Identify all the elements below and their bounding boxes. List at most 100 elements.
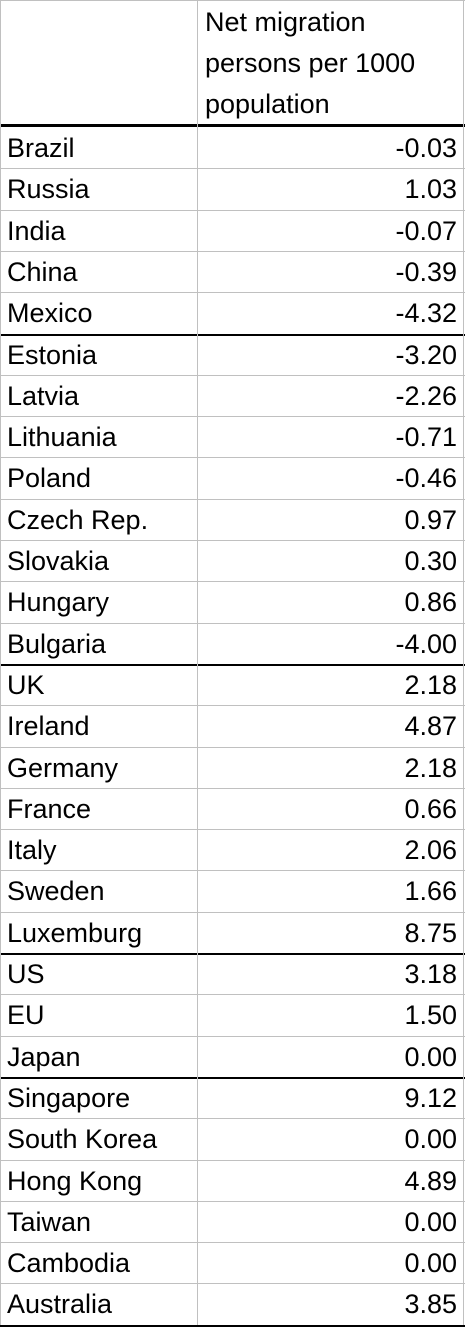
country-cell[interactable]: Latvia <box>7 380 80 411</box>
country-cell[interactable]: Sweden <box>7 876 105 907</box>
table-row[interactable]: Ireland 4.87 <box>0 706 465 747</box>
table-row[interactable]: France 0.66 <box>0 789 465 830</box>
table-row[interactable]: Singapore 9.12 <box>0 1078 465 1119</box>
table-row[interactable]: Lithuania -0.71 <box>0 417 465 458</box>
table-row[interactable]: Poland -0.46 <box>0 458 465 499</box>
country-cell[interactable]: Hungary <box>7 587 110 618</box>
net-migration-cell[interactable]: -3.20 <box>395 339 457 370</box>
country-cell[interactable]: Taiwan <box>7 1206 92 1237</box>
country-cell[interactable]: Luxemburg <box>7 917 143 948</box>
country-cell[interactable]: EU <box>7 1000 45 1031</box>
country-cell[interactable]: Hong Kong <box>7 1165 143 1196</box>
net-migration-cell[interactable]: 0.00 <box>404 1248 457 1279</box>
row-gridline <box>0 870 465 872</box>
row-gridline <box>0 911 465 913</box>
net-migration-cell[interactable]: 3.85 <box>404 1289 457 1320</box>
grid-column-divider <box>197 0 198 1325</box>
net-migration-cell[interactable]: -4.32 <box>395 298 457 329</box>
country-cell[interactable]: Brazil <box>7 133 75 163</box>
row-gridline <box>0 292 465 294</box>
country-cell[interactable]: Ireland <box>7 711 90 742</box>
country-cell[interactable]: Singapore <box>7 1082 131 1113</box>
country-cell[interactable]: Czech Rep. <box>7 504 149 535</box>
net-migration-cell[interactable]: 2.18 <box>404 752 457 783</box>
table-row[interactable]: Russia 1.03 <box>0 169 465 210</box>
country-cell[interactable]: Slovakia <box>7 546 110 576</box>
net-migration-cell[interactable]: 2.06 <box>404 835 457 866</box>
country-cell[interactable]: Estonia <box>7 339 98 370</box>
row-gridline <box>0 498 465 500</box>
country-cell[interactable]: China <box>7 256 78 287</box>
country-cell[interactable]: Poland <box>7 463 92 494</box>
row-gridline <box>0 540 465 541</box>
net-migration-cell[interactable]: 1.66 <box>404 876 457 907</box>
country-cell[interactable]: Germany <box>7 752 119 783</box>
table-row[interactable]: Czech Rep. 0.97 <box>0 500 465 541</box>
row-gridline <box>0 1159 465 1161</box>
net-migration-cell[interactable]: 2.18 <box>404 669 457 700</box>
net-migration-cell[interactable]: -0.71 <box>395 422 457 453</box>
table-row[interactable]: Taiwan 0.00 <box>0 1202 465 1243</box>
table-row[interactable]: Australia 3.85 <box>0 1284 465 1325</box>
net-migration-cell[interactable]: 3.18 <box>404 959 457 989</box>
country-cell[interactable]: US <box>7 959 45 989</box>
net-migration-cell[interactable]: -0.07 <box>395 215 457 246</box>
country-cell[interactable]: Cambodia <box>7 1248 131 1279</box>
country-cell[interactable]: Bulgaria <box>7 628 107 659</box>
table-row[interactable]: Japan 0.00 <box>0 1037 465 1078</box>
country-cell[interactable]: Japan <box>7 1041 81 1072</box>
net-migration-cell[interactable]: -4.00 <box>395 628 457 659</box>
net-migration-cell[interactable]: 0.00 <box>404 1124 457 1155</box>
net-migration-cell[interactable]: 0.00 <box>404 1206 457 1237</box>
country-cell[interactable]: India <box>7 215 66 246</box>
net-migration-cell[interactable]: 1.50 <box>404 1000 457 1031</box>
country-cell[interactable]: Mexico <box>7 298 93 329</box>
table-row[interactable]: Slovakia 0.30 <box>0 541 465 582</box>
table-row[interactable]: Sweden 1.66 <box>0 871 465 912</box>
table-row[interactable]: Brazil -0.03 <box>0 128 465 169</box>
net-migration-cell[interactable]: 0.30 <box>404 546 457 576</box>
country-cell[interactable]: Russia <box>7 174 90 205</box>
net-migration-cell[interactable]: 4.87 <box>404 711 457 742</box>
table-row[interactable]: Cambodia 0.00 <box>0 1243 465 1284</box>
net-migration-cell[interactable]: 9.12 <box>404 1082 457 1113</box>
table-row[interactable]: Hungary 0.86 <box>0 582 465 623</box>
table-row[interactable]: India -0.07 <box>0 211 465 252</box>
net-migration-cell[interactable]: -0.39 <box>395 256 457 287</box>
net-migration-cell[interactable]: 0.86 <box>404 587 457 618</box>
table-row[interactable]: Latvia -2.26 <box>0 376 465 417</box>
table-row[interactable]: Bulgaria -4.00 <box>0 624 465 665</box>
country-cell[interactable]: France <box>7 793 92 824</box>
net-migration-cell[interactable]: -0.03 <box>395 133 457 163</box>
table-row[interactable]: Estonia -3.20 <box>0 335 465 376</box>
country-cell[interactable]: South Korea <box>7 1124 158 1155</box>
table-row[interactable]: Hong Kong 4.89 <box>0 1161 465 1202</box>
table-row[interactable]: Luxemburg 8.75 <box>0 913 465 954</box>
table-row[interactable]: Mexico -4.32 <box>0 293 465 334</box>
table-row[interactable]: EU 1.50 <box>0 995 465 1036</box>
table-row[interactable]: South Korea 0.00 <box>0 1119 465 1160</box>
net-migration-cell[interactable]: -0.46 <box>395 463 457 494</box>
net-migration-cell[interactable]: 0.97 <box>404 504 457 535</box>
table-row[interactable]: US 3.18 <box>0 954 465 995</box>
row-gridline <box>0 168 465 170</box>
country-cell[interactable]: Australia <box>7 1289 113 1320</box>
country-cell[interactable]: UK <box>7 669 45 700</box>
net-migration-cell[interactable]: 0.66 <box>404 793 457 824</box>
table-row[interactable]: China -0.39 <box>0 252 465 293</box>
country-cell[interactable]: Italy <box>7 835 57 866</box>
header-line-2: persons per 1000 <box>205 48 416 78</box>
table-row[interactable]: Germany 2.18 <box>0 748 465 789</box>
column-header-net-migration[interactable]: Net migration persons per 1000 populatio… <box>205 2 460 125</box>
table-row[interactable]: Italy 2.06 <box>0 830 465 871</box>
net-migration-cell[interactable]: 0.00 <box>404 1041 457 1072</box>
net-migration-cell[interactable]: 4.89 <box>404 1165 457 1196</box>
row-gridline <box>0 1076 465 1079</box>
row-gridline <box>0 1118 465 1120</box>
net-migration-cell[interactable]: 8.75 <box>404 917 457 948</box>
table-row[interactable]: UK 2.18 <box>0 665 465 706</box>
net-migration-cell[interactable]: 1.03 <box>404 174 457 205</box>
net-migration-cell[interactable]: -2.26 <box>395 380 457 411</box>
row-gridline <box>0 787 465 789</box>
country-cell[interactable]: Lithuania <box>7 422 117 453</box>
